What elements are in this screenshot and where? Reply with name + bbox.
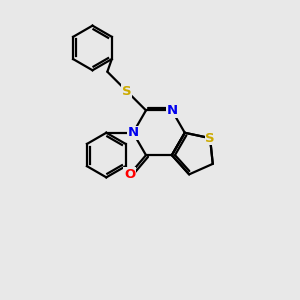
Text: N: N [166, 104, 177, 117]
Text: O: O [124, 168, 135, 181]
Text: N: N [128, 126, 139, 139]
Text: S: S [205, 132, 215, 145]
Text: S: S [122, 85, 131, 98]
